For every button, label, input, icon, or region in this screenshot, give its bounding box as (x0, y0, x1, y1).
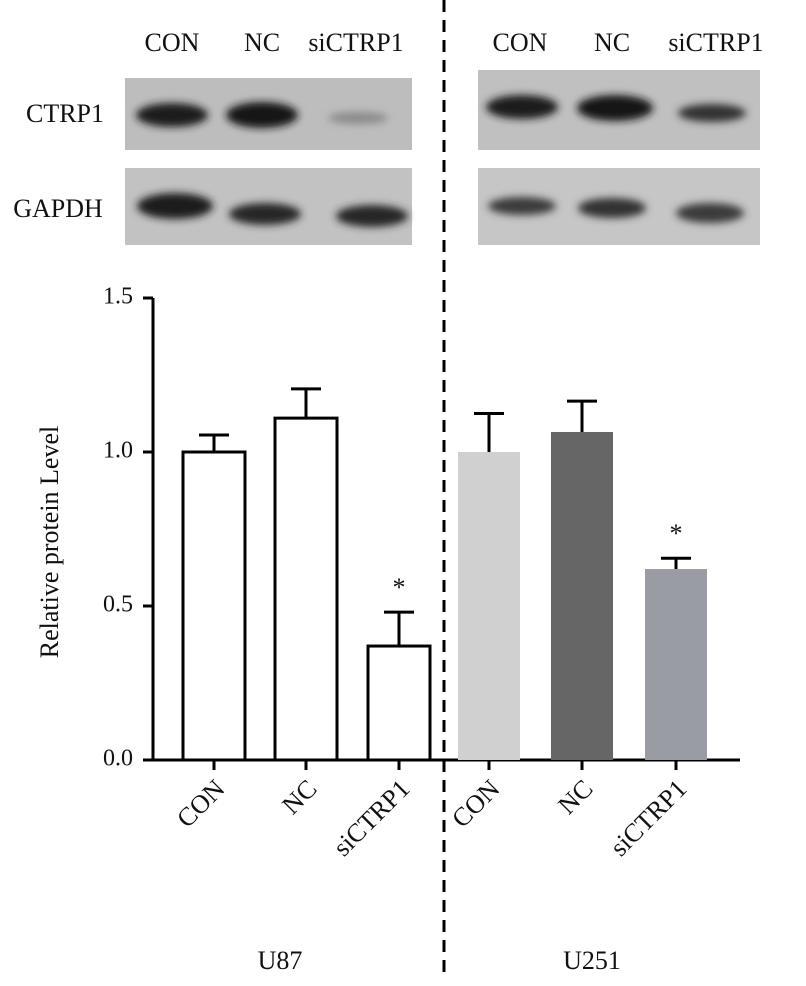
y-tick-label: 0.0 (103, 746, 133, 772)
blot-lane-label: siCTRP1 (668, 28, 763, 57)
x-tick-label: CON (171, 774, 230, 833)
y-tick-label: 1.0 (103, 438, 133, 464)
bar (645, 569, 707, 760)
blot-bands (136, 95, 746, 227)
bar (551, 431, 613, 760)
x-tick-label: CON (446, 774, 505, 833)
annotation: * (393, 573, 406, 602)
y-tick-label: 0.5 (103, 592, 133, 618)
x-tick-label: NC (276, 774, 322, 820)
annotation: * (670, 519, 683, 548)
blot-lane-label: NC (594, 28, 630, 57)
blot-lane-label: CON (145, 28, 200, 57)
blot-row-label: CTRP1 (26, 99, 104, 128)
y-tick-label: 1.5 (103, 284, 133, 310)
blot-lane-label: NC (244, 28, 280, 57)
x-tick-label: siCTRP1 (328, 774, 416, 862)
bar (458, 452, 520, 760)
blot-row-label: GAPDH (13, 194, 103, 223)
bar (181, 450, 247, 762)
x-tick-label: NC (552, 774, 598, 820)
y-axis-label: Relative protein Level (35, 426, 64, 658)
group-label: U87 (258, 946, 303, 975)
blot-lane-label: siCTRP1 (308, 28, 403, 57)
group-label: U251 (563, 946, 621, 975)
bar (273, 416, 339, 762)
bar (366, 644, 432, 762)
x-tick-label: siCTRP1 (605, 774, 693, 862)
blot-lane-label: CON (493, 28, 548, 57)
